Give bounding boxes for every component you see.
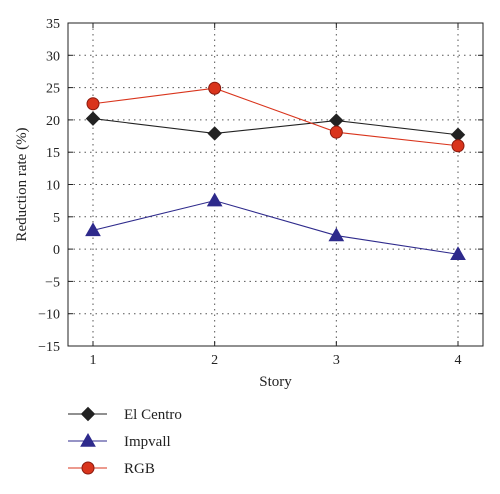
- axis-ticks: −15 −10 −5 0 5 10 15 20 25 30 35 1 2 3 4: [38, 17, 483, 368]
- legend-entry: Impvall: [68, 432, 171, 450]
- data-point-marker: [208, 81, 222, 95]
- y-tick-label: 25: [46, 82, 60, 97]
- data-point-marker: [450, 246, 466, 261]
- x-tick-label: 4: [455, 353, 462, 368]
- legend-entry: RGB: [68, 461, 155, 477]
- data-point-marker: [207, 126, 222, 141]
- legend-entry: El Centro: [68, 406, 182, 423]
- legend-label: RGB: [124, 461, 155, 477]
- legend-marker: [80, 406, 96, 422]
- legend-label: Impvall: [124, 434, 171, 450]
- y-tick-label: −5: [45, 275, 60, 290]
- y-tick-label: 30: [46, 49, 60, 64]
- y-axis-label: Reduction rate (%): [14, 127, 30, 241]
- x-tick-label: 1: [90, 353, 97, 368]
- y-tick-label: 20: [46, 114, 60, 129]
- y-tick-label: −15: [38, 340, 60, 355]
- x-tick-label: 2: [211, 353, 218, 368]
- y-tick-label: 5: [53, 211, 60, 226]
- x-tick-label: 3: [333, 353, 340, 368]
- series-group: [85, 81, 466, 261]
- data-point-marker: [85, 222, 101, 237]
- series-impvall: [85, 192, 466, 261]
- legend-label: El Centro: [124, 407, 182, 423]
- y-tick-label: 0: [53, 243, 60, 258]
- data-point-marker: [329, 113, 344, 128]
- y-tick-label: −10: [38, 308, 60, 323]
- series-rgb: [86, 81, 465, 153]
- legend-marker: [80, 432, 96, 447]
- data-point-marker: [85, 111, 101, 126]
- legend: El Centro Impvall RGB: [68, 406, 182, 477]
- series-line: [92, 87, 459, 147]
- series-el-centro: [85, 111, 466, 142]
- y-tick-label: 10: [46, 179, 60, 194]
- data-point-marker: [86, 97, 100, 111]
- grid-lines: [68, 23, 483, 346]
- data-point-marker: [206, 192, 223, 207]
- series-line: [92, 118, 459, 136]
- data-point-marker: [451, 139, 465, 153]
- y-tick-label: 15: [46, 146, 60, 161]
- x-axis-label: Story: [259, 374, 292, 390]
- legend-marker: [81, 461, 95, 475]
- y-tick-label: 35: [46, 17, 60, 32]
- data-point-marker: [329, 125, 343, 139]
- series-line: [92, 200, 459, 255]
- data-point-marker: [328, 227, 345, 242]
